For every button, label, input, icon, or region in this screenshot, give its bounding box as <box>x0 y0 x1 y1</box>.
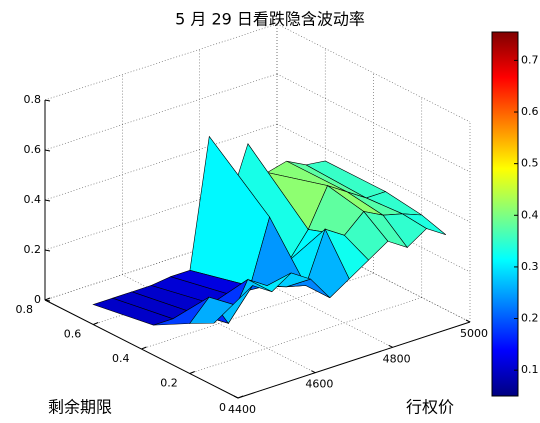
x-tick-label: 4600 <box>305 378 333 391</box>
y-tick-label: 0 <box>219 401 226 414</box>
y-tick <box>237 395 244 399</box>
grid-line <box>276 73 471 173</box>
grid-line <box>276 123 471 223</box>
z-tick-label: 0.8 <box>24 93 42 106</box>
colorbar <box>491 31 519 397</box>
z-tick <box>44 249 51 252</box>
y-axis-label: 剩余期限 <box>48 398 112 417</box>
z-tick <box>44 199 51 202</box>
x-tick-label: 4400 <box>228 403 256 416</box>
y-tick-label: 0.2 <box>160 377 178 390</box>
x-tick <box>388 344 393 348</box>
y-tick-label: 0.8 <box>16 303 34 316</box>
x-tick <box>233 395 239 399</box>
grid-line <box>44 73 278 151</box>
z-tick-label: 0.2 <box>24 243 42 256</box>
x-axis <box>237 321 471 399</box>
y-tick-label: 0.6 <box>64 328 82 341</box>
x-axis-label: 行权价 <box>406 398 454 417</box>
chart-title: 5 月 29 日看跌隐含波动率 <box>175 10 365 29</box>
y-tick <box>141 346 147 350</box>
y-tick-label: 0.4 <box>112 352 130 365</box>
z-tick <box>44 99 51 102</box>
z-tick-label: 0 <box>34 293 41 306</box>
z-tick <box>44 149 51 152</box>
colorbar-tick-label: 0.1 <box>521 363 539 376</box>
grid-line <box>276 23 471 123</box>
colorbar-tick-label: 0.3 <box>521 260 539 273</box>
x-tick-label: 4800 <box>383 352 411 365</box>
x-tick <box>311 370 316 374</box>
colorbar-tick-label: 0.5 <box>521 157 539 170</box>
y-tick <box>93 322 99 325</box>
x-tick-label: 5000 <box>460 327 488 340</box>
z-tick-label: 0.6 <box>24 143 42 156</box>
colorbar-tick-label: 0.7 <box>521 53 539 66</box>
colorbar-tick-label: 0.2 <box>521 312 539 325</box>
grid-line <box>44 23 278 101</box>
colorbar-tick-label: 0.6 <box>521 105 539 118</box>
colorbar-tick-label: 0.4 <box>521 208 539 221</box>
z-tick <box>44 299 51 302</box>
y-tick <box>189 371 195 374</box>
z-tick-label: 0.4 <box>24 193 42 206</box>
surface-patch <box>189 296 234 324</box>
x-tick <box>465 319 471 323</box>
